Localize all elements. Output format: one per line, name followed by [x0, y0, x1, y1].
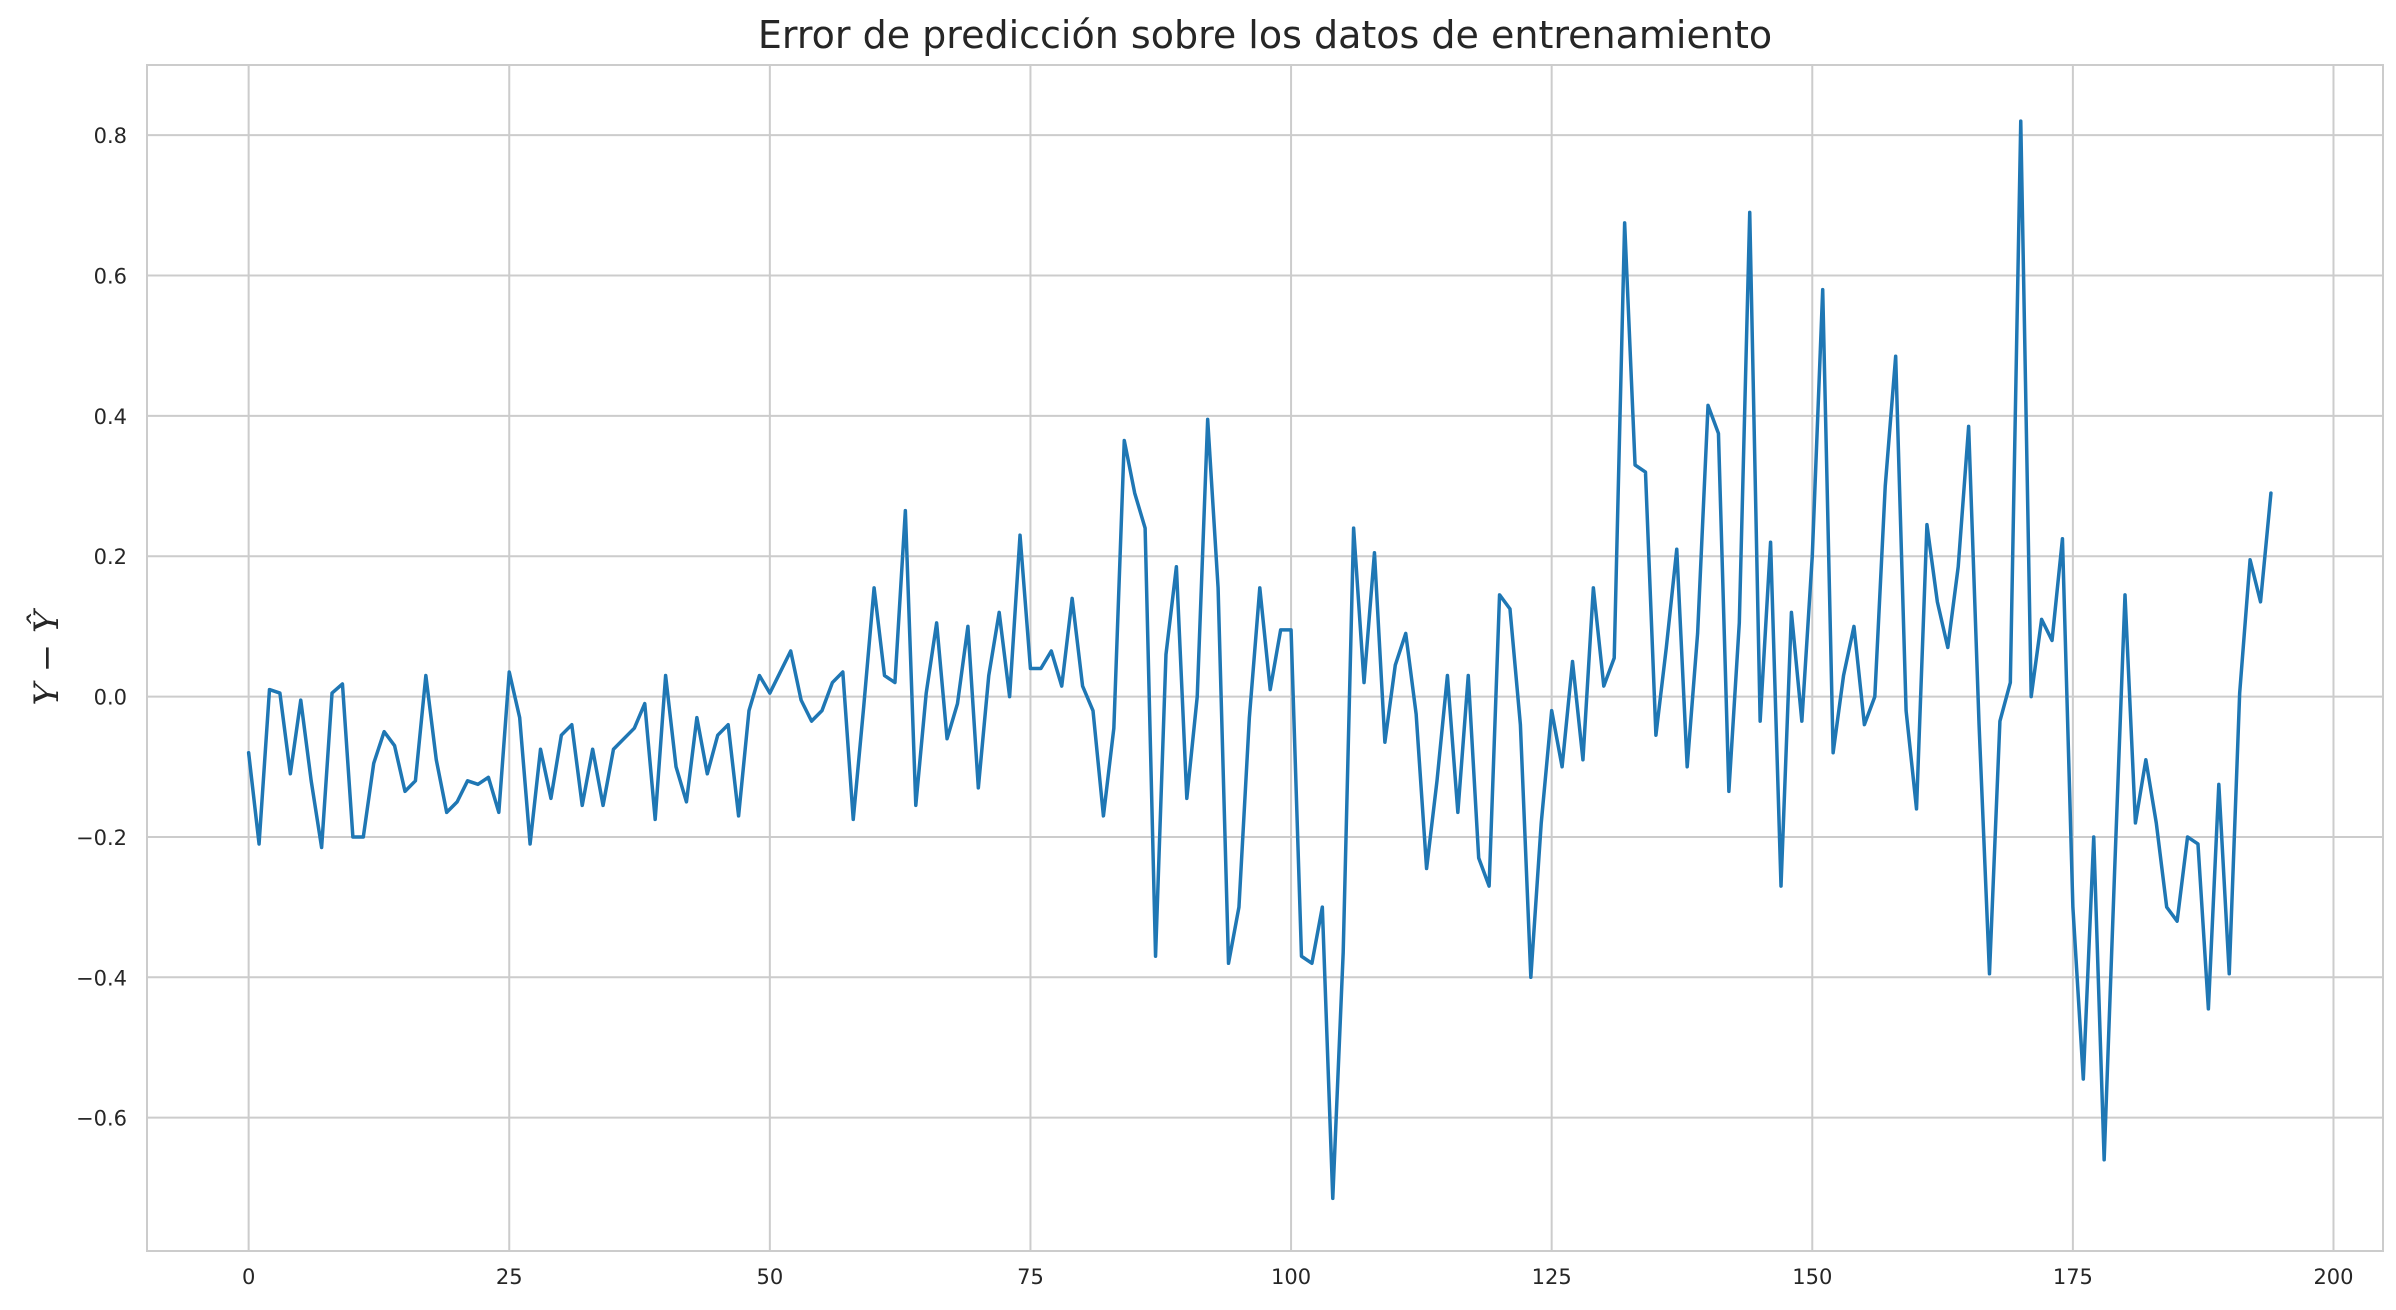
- x-tick-label: 175: [2053, 1265, 2093, 1289]
- plot-background: [147, 65, 2383, 1251]
- y-axis-label: Y − Ŷ: [26, 607, 67, 706]
- x-tick-label: 150: [1792, 1265, 1832, 1289]
- x-tick-label: 75: [1017, 1265, 1044, 1289]
- y-tick-label: −0.4: [76, 966, 127, 990]
- y-tick-label: 0.2: [94, 545, 127, 569]
- x-tick-label: 100: [1271, 1265, 1311, 1289]
- y-tick-label: −0.2: [76, 826, 127, 850]
- plot-frame: [146, 64, 2384, 1252]
- y-tick-label: 0.0: [94, 686, 127, 710]
- y-tick-label: −0.6: [76, 1107, 127, 1131]
- y-tick-labels: −0.6 −0.4 −0.2 0.0 0.2 0.4 0.6 0.8: [76, 124, 127, 1130]
- x-tick-label: 125: [1532, 1265, 1572, 1289]
- y-grid: [147, 134, 2383, 1119]
- x-tick-label: 25: [496, 1265, 523, 1289]
- series-line: [246, 119, 2273, 1201]
- x-tick-label: 0: [242, 1265, 255, 1289]
- chart-title: Error de predicción sobre los datos de e…: [758, 13, 1772, 57]
- y-tick-label: 0.6: [94, 265, 127, 289]
- y-tick-label: 0.4: [94, 405, 127, 429]
- x-tick-label: 50: [756, 1265, 783, 1289]
- y-tick-label: 0.8: [94, 124, 127, 148]
- x-tick-label: 200: [2313, 1265, 2353, 1289]
- x-tick-labels: 0 25 50 75 100 125 150 175 200: [242, 1265, 2354, 1289]
